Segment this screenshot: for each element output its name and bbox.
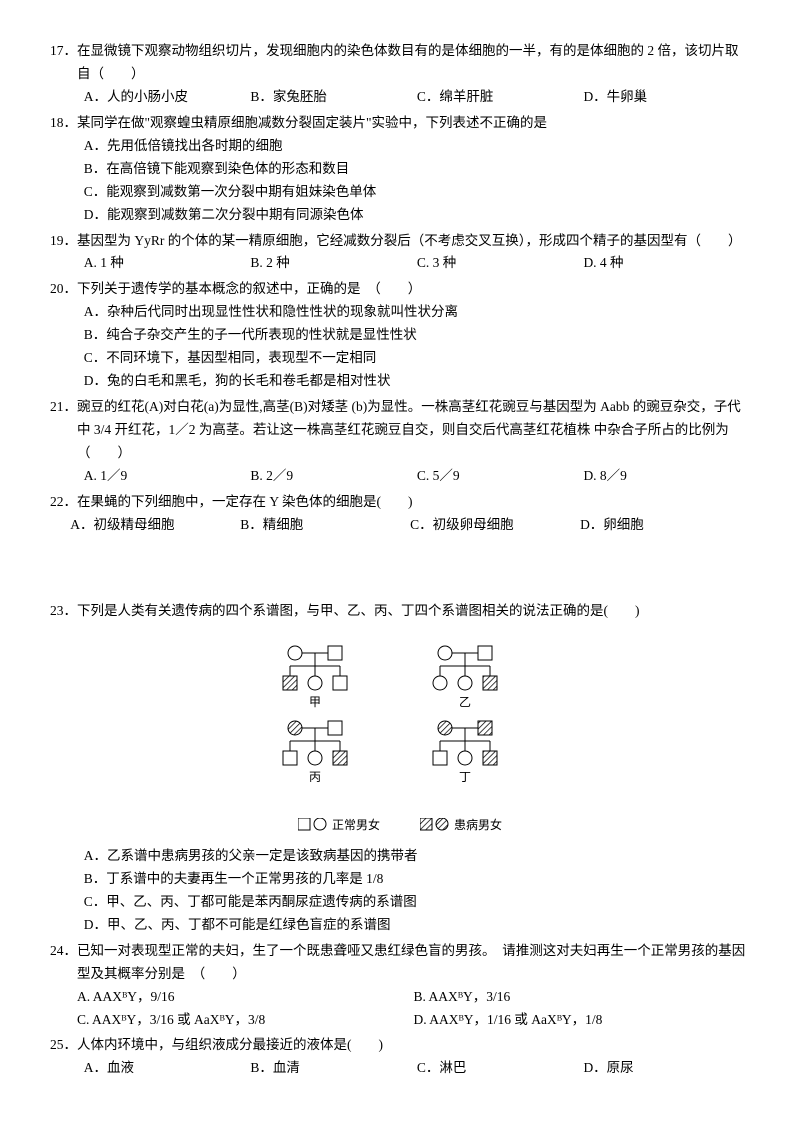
q25-a: A．血液 (84, 1057, 251, 1080)
q24-options-row1: A. AAXᴮY，9/16 B. AAXᴮY，3/16 (50, 986, 750, 1009)
question-22: 22．在果蝇的下列细胞中，一定存在 Y 染色体的细胞是( ) A．初级精母细胞 … (50, 491, 750, 537)
label-yi: 乙 (459, 695, 471, 709)
q23-stem: 23．下列是人类有关遗传病的四个系谱图，与甲、乙、丙、丁四个系谱图相关的说法正确… (50, 600, 750, 623)
q21-a: A. 1／9 (84, 465, 251, 488)
q21-c: C. 5／9 (417, 465, 584, 488)
q18-b: B．在高倍镜下能观察到染色体的形态和数目 (84, 158, 750, 181)
question-20: 20．下列关于遗传学的基本概念的叙述中，正确的是 （ ） A．杂种后代同时出现显… (50, 278, 750, 393)
q18-d: D．能观察到减数第二次分裂中期有同源染色体 (84, 204, 750, 227)
q24-stem: 24．已知一对表现型正常的夫妇，生了一个既患聋哑又患红绿色盲的男孩。 请推测这对… (50, 940, 750, 986)
q21-stem: 21．豌豆的红花(A)对白花(a)为显性,高茎(B)对矮茎 (b)为显性。一株高… (50, 396, 750, 465)
question-18: 18．某同学在做"观察蝗虫精原细胞减数分裂固定装片"实验中，下列表述不正确的是 … (50, 112, 750, 227)
q18-stem: 18．某同学在做"观察蝗虫精原细胞减数分裂固定装片"实验中，下列表述不正确的是 (50, 112, 750, 135)
legend-normal-label: 正常男女 (332, 815, 380, 835)
q17-stem: 17．在显微镜下观察动物组织切片，发现细胞内的染色体数目有的是体细胞的一半，有的… (50, 40, 750, 86)
q24-b: B. AAXᴮY，3/16 (414, 986, 751, 1009)
q24-c: C. AAXᴮY，3/16 或 AaXᴮY，3/8 (77, 1009, 414, 1032)
q23-a: A．乙系谱中患病男孩的父亲一定是该致病基因的携带者 (84, 845, 750, 868)
question-23: 23．下列是人类有关遗传病的四个系谱图，与甲、乙、丙、丁四个系谱图相关的说法正确… (50, 600, 750, 937)
q25-b: B．血清 (250, 1057, 417, 1080)
question-21: 21．豌豆的红花(A)对白花(a)为显性,高茎(B)对矮茎 (b)为显性。一株高… (50, 396, 750, 488)
legend-affected: 患病男女 (420, 815, 502, 835)
q20-b: B．纯合子杂交产生的子一代所表现的性状就是显性性状 (84, 324, 750, 347)
q20-stem: 20．下列关于遗传学的基本概念的叙述中，正确的是 （ ） (50, 278, 750, 301)
q22-stem: 22．在果蝇的下列细胞中，一定存在 Y 染色体的细胞是( ) (50, 491, 750, 514)
legend-normal: 正常男女 (298, 815, 380, 835)
q21-b: B. 2／9 (250, 465, 417, 488)
q18-c: C．能观察到减数第一次分裂中期有姐妹染色单体 (84, 181, 750, 204)
q18-options: A．先用低倍镜找出各时期的细胞 B．在高倍镜下能观察到染色体的形态和数目 C．能… (50, 135, 750, 227)
q25-d: D．原尿 (583, 1057, 750, 1080)
q17-d: D．牛卵巢 (583, 86, 750, 109)
q19-a: A. 1 种 (84, 252, 251, 275)
q24-a: A. AAXᴮY，9/16 (77, 986, 414, 1009)
question-24: 24．已知一对表现型正常的夫妇，生了一个既患聋哑又患红绿色盲的男孩。 请推测这对… (50, 940, 750, 1032)
q22-d: D．卵细胞 (580, 514, 750, 537)
label-ding: 丁 (459, 770, 471, 784)
q25-c: C．淋巴 (417, 1057, 584, 1080)
q17-b: B．家兔胚胎 (250, 86, 417, 109)
q17-a: A．人的小肠小皮 (84, 86, 251, 109)
question-25: 25．人体内环境中，与组织液成分最接近的液体是( ) A．血液 B．血清 C．淋… (50, 1034, 750, 1080)
legend-affected-label: 患病男女 (454, 815, 502, 835)
q20-c: C．不同环境下，基因型相同，表现型不一定相同 (84, 347, 750, 370)
label-jia: 甲 (309, 695, 321, 709)
q24-options-row2: C. AAXᴮY，3/16 或 AaXᴮY，3/8 D. AAXᴮY，1/16 … (50, 1009, 750, 1032)
q17-options: A．人的小肠小皮 B．家兔胚胎 C．绵羊肝脏 D．牛卵巢 (50, 86, 750, 109)
q21-d: D. 8／9 (583, 465, 750, 488)
q20-d: D．兔的白毛和黑毛，狗的长毛和卷毛都是相对性状 (84, 370, 750, 393)
q22-c: C．初级卵母细胞 (410, 514, 580, 537)
q23-options: A．乙系谱中患病男孩的父亲一定是该致病基因的携带者 B．丁系谱中的夫妻再生一个正… (50, 845, 750, 937)
q24-d: D. AAXᴮY，1/16 或 AaXᴮY，1/8 (414, 1009, 751, 1032)
q17-c: C．绵羊肝脏 (417, 86, 584, 109)
q25-stem: 25．人体内环境中，与组织液成分最接近的液体是( ) (50, 1034, 750, 1057)
q20-options: A．杂种后代同时出现显性性状和隐性性状的现象就叫性状分离 B．纯合子杂交产生的子… (50, 301, 750, 393)
pedigree-diagrams: 甲 乙 (50, 633, 750, 835)
q19-d: D. 4 种 (583, 252, 750, 275)
question-19: 19．基因型为 YyRr 的个体的某一精原细胞，它经减数分裂后（不考虑交叉互换）… (50, 230, 750, 276)
q19-stem: 19．基因型为 YyRr 的个体的某一精原细胞，它经减数分裂后（不考虑交叉互换）… (50, 230, 750, 253)
pedigree-svg: 甲 乙 (250, 633, 550, 803)
q23-b: B．丁系谱中的夫妻再生一个正常男孩的几率是 1/8 (84, 868, 750, 891)
q22-options: A．初级精母细胞 B．精细胞 C．初级卵母细胞 D．卵细胞 (50, 514, 750, 537)
q21-options: A. 1／9 B. 2／9 C. 5／9 D. 8／9 (50, 465, 750, 488)
q19-options: A. 1 种 B. 2 种 C. 3 种 D. 4 种 (50, 252, 750, 275)
q19-c: C. 3 种 (417, 252, 584, 275)
label-bing: 丙 (309, 770, 321, 784)
q20-a: A．杂种后代同时出现显性性状和隐性性状的现象就叫性状分离 (84, 301, 750, 324)
q22-b: B．精细胞 (240, 514, 410, 537)
q22-a: A．初级精母细胞 (70, 514, 240, 537)
q23-d: D．甲、乙、丙、丁都不可能是红绿色盲症的系谱图 (84, 914, 750, 937)
q18-a: A．先用低倍镜找出各时期的细胞 (84, 135, 750, 158)
q19-b: B. 2 种 (250, 252, 417, 275)
question-17: 17．在显微镜下观察动物组织切片，发现细胞内的染色体数目有的是体细胞的一半，有的… (50, 40, 750, 109)
q25-options: A．血液 B．血清 C．淋巴 D．原尿 (50, 1057, 750, 1080)
q23-c: C．甲、乙、丙、丁都可能是苯丙酮尿症遗传病的系谱图 (84, 891, 750, 914)
pedigree-legend: 正常男女 患病男女 (50, 815, 750, 835)
